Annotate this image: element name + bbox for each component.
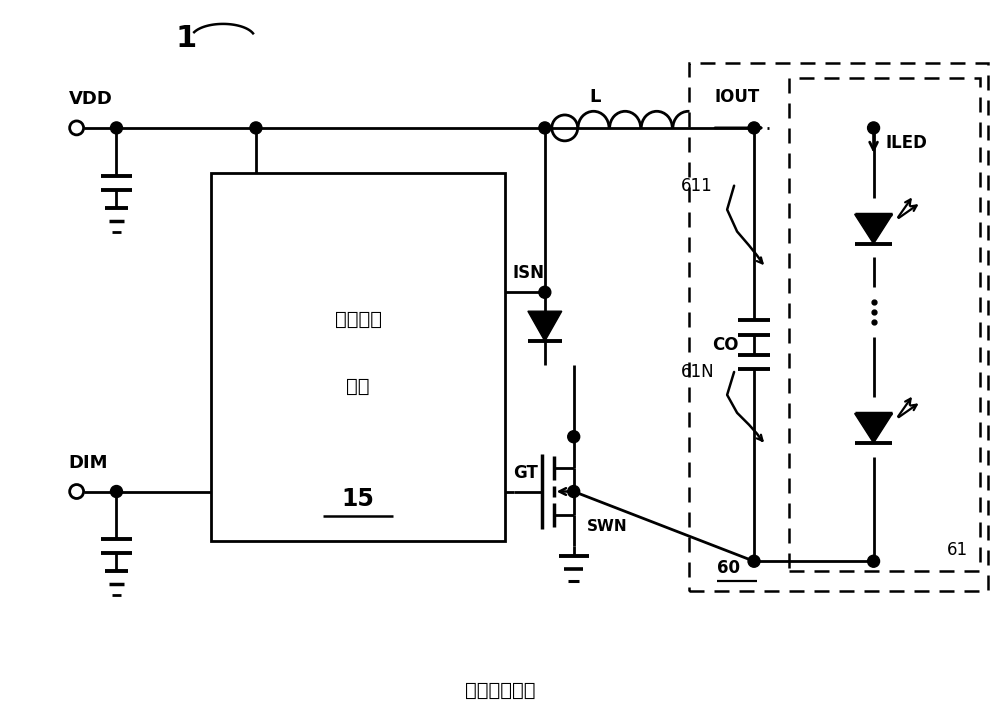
Text: SWN: SWN bbox=[587, 519, 627, 534]
Circle shape bbox=[748, 555, 760, 567]
Circle shape bbox=[868, 122, 880, 134]
Text: VDD: VDD bbox=[69, 90, 113, 108]
Text: 1: 1 bbox=[176, 24, 197, 53]
Text: ISN: ISN bbox=[513, 265, 545, 282]
Text: CO: CO bbox=[713, 336, 739, 353]
Circle shape bbox=[539, 286, 551, 298]
Text: DIM: DIM bbox=[69, 454, 108, 472]
Bar bbox=[211, 173, 505, 542]
Text: 61N: 61N bbox=[681, 363, 715, 381]
Text: L: L bbox=[589, 88, 600, 106]
Text: 15: 15 bbox=[342, 488, 374, 512]
Polygon shape bbox=[528, 311, 562, 341]
Circle shape bbox=[539, 122, 551, 134]
Circle shape bbox=[110, 122, 122, 134]
Polygon shape bbox=[855, 414, 892, 443]
Polygon shape bbox=[855, 214, 892, 244]
FancyBboxPatch shape bbox=[789, 78, 980, 571]
Text: ILED: ILED bbox=[886, 134, 927, 152]
Circle shape bbox=[568, 486, 580, 497]
Text: 61: 61 bbox=[947, 541, 968, 559]
Circle shape bbox=[868, 555, 880, 567]
Text: 转换控制: 转换控制 bbox=[335, 310, 382, 329]
FancyBboxPatch shape bbox=[689, 63, 988, 591]
Text: IOUT: IOUT bbox=[714, 88, 759, 106]
Text: 60: 60 bbox=[717, 559, 740, 577]
Text: 电路: 电路 bbox=[346, 377, 370, 396]
Text: （现有技术）: （现有技术） bbox=[465, 681, 535, 700]
Text: GT: GT bbox=[513, 464, 538, 481]
Text: 611: 611 bbox=[681, 177, 713, 195]
Circle shape bbox=[250, 122, 262, 134]
Circle shape bbox=[110, 486, 122, 497]
Circle shape bbox=[748, 122, 760, 134]
Circle shape bbox=[568, 430, 580, 443]
